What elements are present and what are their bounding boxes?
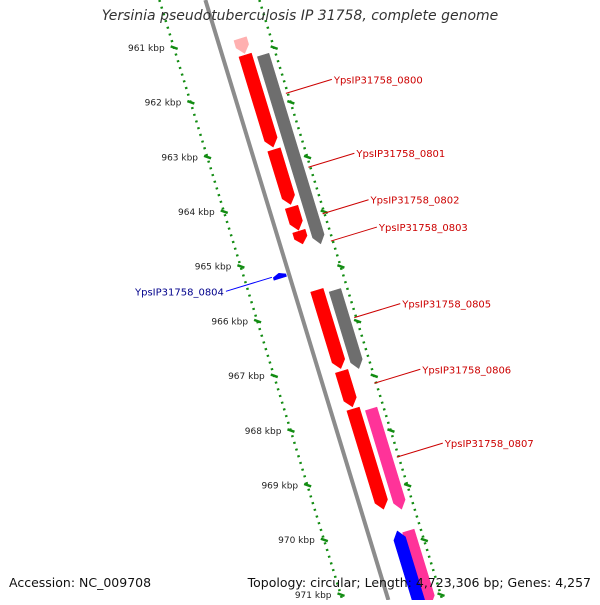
scale-tick-mark [320,537,329,543]
outer-tick-mark [270,45,279,51]
ypsip31758-0807-cds-arrow [346,406,388,510]
gene-label-ypsip31758-0800-leader [285,78,332,94]
ypsip31758-0801-cds-arrow [267,147,295,205]
ypsip31758-0804-cds-arrow [272,272,287,281]
ypsip31758-0800-cds-arrow [238,52,278,148]
scale-tick-label: 971 kbp [295,591,332,600]
backbone [203,0,391,601]
outer-tick-mark [387,428,395,433]
gene-label-ypsip31758-0805-leader [354,303,401,319]
scale-tick-mark [287,428,295,433]
ypsip31758-0803-cds-arrow [292,229,308,245]
gene-label-ypsip31758-0807: YpsIP31758_0807 [444,439,534,450]
scale-tick-mark [236,264,245,269]
scale-tick-label: 961 kbp [128,44,165,54]
ypsip31758-0806-cds-arrow [335,369,357,408]
genome-title: Yersinia pseudotuberculosis IP 31758, co… [101,8,499,24]
gene-label-ypsip31758-0801-leader [308,152,355,168]
scale-tick-label: 968 kbp [245,427,282,437]
scale-tick-mark [170,45,179,51]
scale-tick-label: 967 kbp [228,372,265,382]
gene-labels: YpsIP31758_0800 YpsIP31758_0801 YpsIP31758… [134,75,534,458]
gene-label-ypsip31758-0806-leader [374,368,421,384]
gene-label-ypsip31758-0803: YpsIP31758_0803 [378,223,468,234]
scale-tick-label: 963 kbp [161,153,198,163]
outer-tick-mark [336,264,345,269]
outer-tick-mark [286,99,295,105]
scale-tick-label: 970 kbp [278,536,315,546]
scale-tick-mark [303,482,312,488]
outer-tick-mark [437,592,445,598]
gene-label-ypsip31758-0800: YpsIP31758_0800 [333,75,423,86]
gene-label-ypsip31758-0807-leader [396,442,443,458]
scale-tick-mark [337,592,345,598]
gene-label-ypsip31758-0806: YpsIP31758_0806 [421,365,511,376]
gene-label-ypsip31758-0801: YpsIP31758_0801 [355,149,445,160]
scale-tick-label: 969 kbp [261,481,298,491]
gene-features [233,36,435,605]
gene-label-ypsip31758-0802-leader [322,199,369,215]
ypsip31758-0807-gene-arrow [365,406,406,510]
outer-tick-mark [403,482,412,488]
ypsip31758-0805-cds-arrow [310,288,346,369]
gene-label-ypsip31758-0802: YpsIP31758_0802 [370,196,460,207]
gene-label-ypsip31758-0803-leader [330,226,378,242]
scale-tick-label: 965 kbp [195,263,232,273]
scale-tick-label: 966 kbp [211,317,248,327]
ypsip31758-0800-gene-arrow [257,52,325,245]
genome-summary: Topology: circular; Length: 4,723,306 bp… [247,575,591,590]
outer-tick-mark [303,154,312,160]
scale-tick-mark [186,99,195,105]
ypsip31758-0805-gene-arrow [328,288,363,369]
accession-label: Accession: NC_009708 [9,575,152,590]
scale-tick-mark [220,209,229,215]
unnamed-cds-arrow [233,36,249,54]
backbone-line [203,0,391,601]
outer-tick-mark [370,373,379,379]
scale-tick-mark [270,373,279,379]
scale-tick-mark [203,154,212,160]
outer-tick-mark [353,318,362,324]
scale-ticks: 961 kbp 962 kbp 963 kbp 964 kbp 965 kbp 966 k… [128,0,445,601]
scale-tick-label: 962 kbp [145,99,182,109]
scale-tick-label: 964 kbp [178,208,215,218]
gene-label-ypsip31758-0804-leader [225,276,273,292]
gene-label-ypsip31758-0804: YpsIP31758_0804 [134,287,224,298]
outer-tick-mark [420,537,429,543]
gene-label-ypsip31758-0805: YpsIP31758_0805 [401,300,491,311]
scale-tick-mark [253,318,262,324]
ypsip31758-0802-cds-arrow [284,205,303,231]
